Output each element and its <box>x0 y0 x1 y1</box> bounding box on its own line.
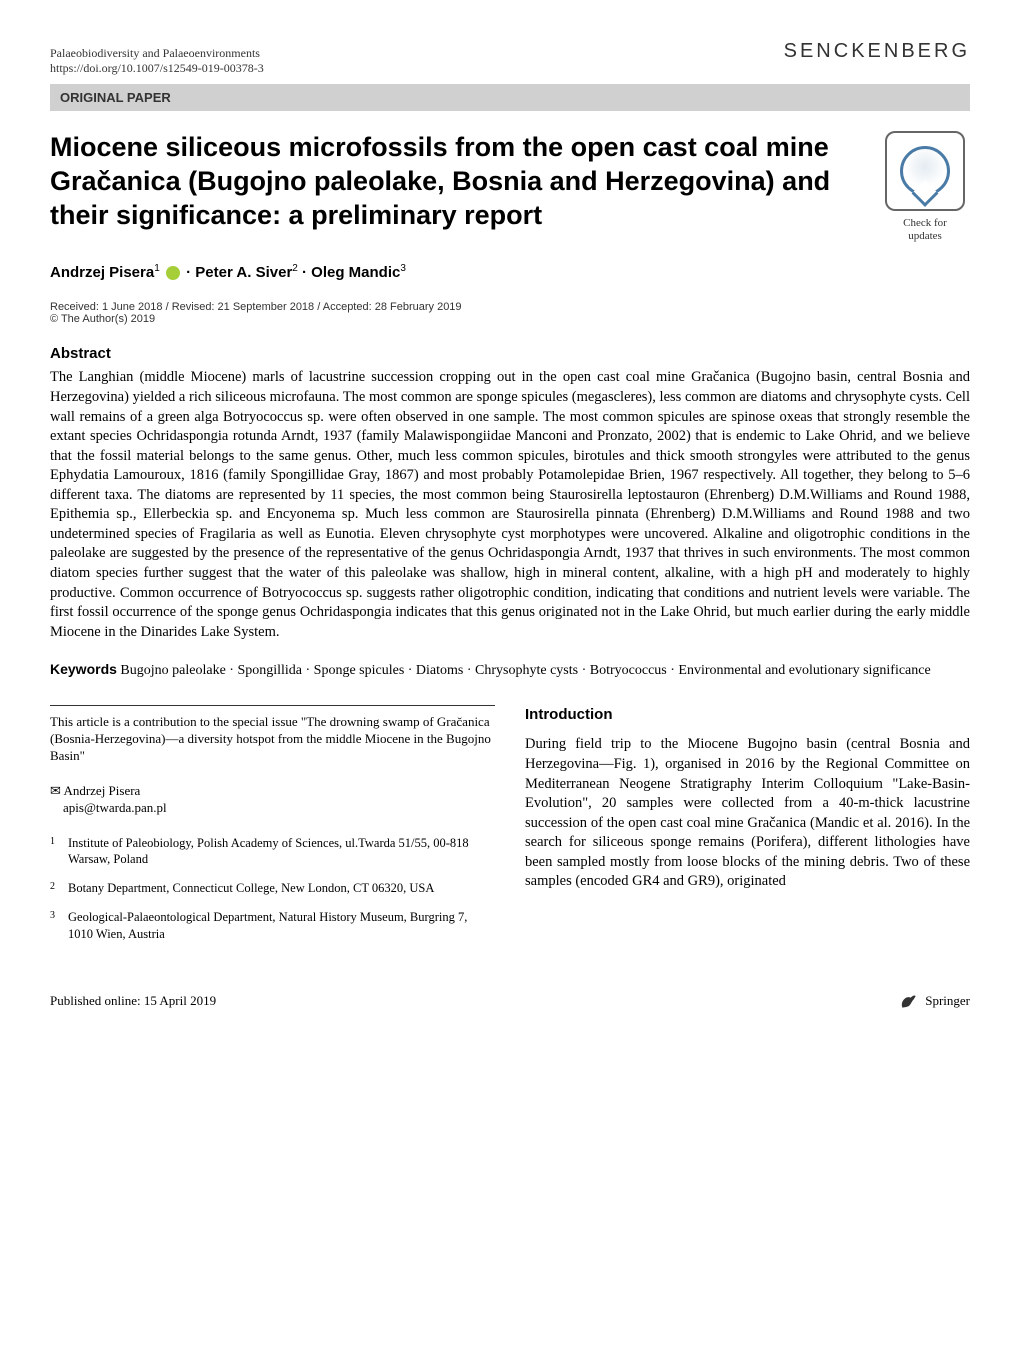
springer-logo: Springer <box>899 991 970 1011</box>
left-column: This article is a contribution to the sp… <box>50 705 495 955</box>
keywords-text: Bugojno paleolake · Spongillida · Sponge… <box>120 663 930 678</box>
article-title: Miocene siliceous microfossils from the … <box>50 131 850 232</box>
corresponding-author: Andrzej Pisera apis@twarda.pan.pl <box>50 783 495 817</box>
doi-link[interactable]: https://doi.org/10.1007/s12549-019-00378… <box>50 61 264 76</box>
page-header: Palaeobiodiversity and Palaeoenvironment… <box>50 40 970 76</box>
affil-text: Botany Department, Connecticut College, … <box>68 880 434 897</box>
right-column: Introduction During field trip to the Mi… <box>525 705 970 955</box>
affil-text: Geological-Palaeontological Department, … <box>68 909 495 943</box>
intro-heading: Introduction <box>525 705 970 725</box>
springer-text: Springer <box>925 993 970 1009</box>
crossmark-icon <box>885 131 965 211</box>
keywords-line: Keywords Bugojno paleolake · Spongillida… <box>50 660 970 681</box>
section-label: ORIGINAL PAPER <box>50 84 970 111</box>
copyright-line: © The Author(s) 2019 <box>50 313 970 325</box>
article-dates: Received: 1 June 2018 / Revised: 21 Sept… <box>50 301 970 313</box>
abstract-heading: Abstract <box>50 345 970 362</box>
published-online: Published online: 15 April 2019 <box>50 993 216 1009</box>
corresp-name: Andrzej Pisera <box>63 783 140 798</box>
badge-line2: updates <box>908 230 942 242</box>
badge-line1: Check for <box>903 217 947 229</box>
affiliation-item: 3 Geological-Palaeontological Department… <box>50 909 495 943</box>
affiliations-list: 1 Institute of Paleobiology, Polish Acad… <box>50 835 495 943</box>
mail-icon <box>50 783 63 798</box>
intro-body: During field trip to the Miocene Bugojno… <box>525 735 970 892</box>
orcid-icon <box>166 266 180 280</box>
page-footer: Published online: 15 April 2019 Springer <box>50 991 970 1011</box>
crossmark-caption: Check for updates <box>903 217 947 243</box>
affiliation-item: 1 Institute of Paleobiology, Polish Acad… <box>50 835 495 869</box>
publisher-logo: SENCKENBERG <box>784 40 970 63</box>
springer-horse-icon <box>899 991 919 1011</box>
affil-num: 2 <box>50 880 68 897</box>
affil-num: 1 <box>50 835 68 869</box>
authors-line: Andrzej Pisera1 · Peter A. Siver2 · Oleg… <box>50 263 970 281</box>
crossmark-badge[interactable]: Check for updates <box>880 131 970 243</box>
affil-num: 3 <box>50 909 68 943</box>
affil-text: Institute of Paleobiology, Polish Academ… <box>68 835 495 869</box>
corresp-email[interactable]: apis@twarda.pan.pl <box>63 800 167 815</box>
abstract-body: The Langhian (middle Miocene) marls of l… <box>50 368 970 642</box>
keywords-label: Keywords <box>50 661 117 677</box>
journal-name: Palaeobiodiversity and Palaeoenvironment… <box>50 46 264 61</box>
special-issue-note: This article is a contribution to the sp… <box>50 705 495 765</box>
affiliation-item: 2 Botany Department, Connecticut College… <box>50 880 495 897</box>
